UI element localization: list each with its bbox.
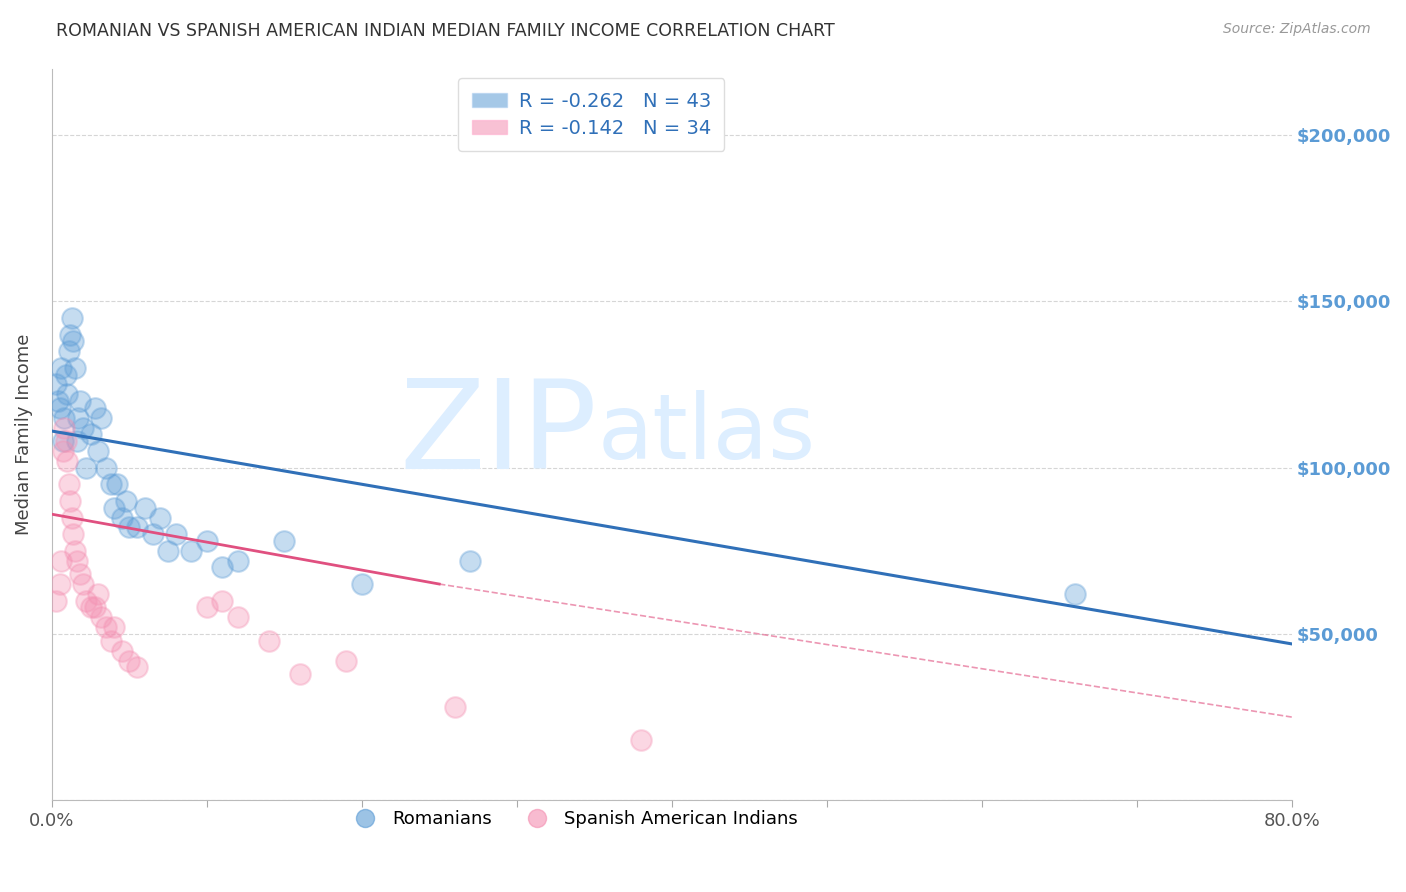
Point bbox=[45, 593, 67, 607]
Point bbox=[105, 477, 128, 491]
Point bbox=[211, 593, 233, 607]
Point bbox=[84, 401, 107, 415]
Point bbox=[72, 421, 94, 435]
Point bbox=[100, 477, 122, 491]
Point bbox=[288, 666, 311, 681]
Point bbox=[226, 554, 249, 568]
Text: atlas: atlas bbox=[598, 391, 815, 478]
Point bbox=[65, 554, 87, 568]
Point bbox=[46, 394, 69, 409]
Point bbox=[60, 310, 83, 325]
Point bbox=[62, 527, 84, 541]
Point bbox=[195, 600, 218, 615]
Point bbox=[134, 500, 156, 515]
Point bbox=[141, 527, 163, 541]
Point bbox=[58, 477, 80, 491]
Point bbox=[211, 560, 233, 574]
Point bbox=[100, 633, 122, 648]
Point bbox=[443, 700, 465, 714]
Text: ZIP: ZIP bbox=[399, 374, 598, 495]
Point bbox=[94, 620, 117, 634]
Point bbox=[53, 421, 76, 435]
Point bbox=[56, 454, 79, 468]
Point bbox=[55, 368, 77, 382]
Point bbox=[60, 510, 83, 524]
Point bbox=[69, 394, 91, 409]
Point bbox=[90, 610, 112, 624]
Point bbox=[226, 610, 249, 624]
Text: Source: ZipAtlas.com: Source: ZipAtlas.com bbox=[1223, 22, 1371, 37]
Point bbox=[59, 327, 82, 342]
Legend: Romanians, Spanish American Indians: Romanians, Spanish American Indians bbox=[340, 803, 806, 835]
Point bbox=[110, 643, 132, 657]
Point bbox=[65, 434, 87, 448]
Point bbox=[103, 500, 125, 515]
Point bbox=[84, 600, 107, 615]
Point bbox=[149, 510, 172, 524]
Point bbox=[48, 401, 70, 415]
Point bbox=[87, 444, 110, 458]
Point bbox=[53, 410, 76, 425]
Point bbox=[62, 334, 84, 349]
Point bbox=[75, 593, 97, 607]
Point bbox=[165, 527, 187, 541]
Point bbox=[350, 577, 373, 591]
Point bbox=[125, 660, 148, 674]
Point bbox=[49, 554, 72, 568]
Point bbox=[195, 533, 218, 548]
Point bbox=[87, 587, 110, 601]
Point bbox=[75, 460, 97, 475]
Point bbox=[1063, 587, 1085, 601]
Y-axis label: Median Family Income: Median Family Income bbox=[15, 334, 32, 535]
Point bbox=[273, 533, 295, 548]
Point bbox=[180, 543, 202, 558]
Point bbox=[58, 344, 80, 359]
Point bbox=[49, 360, 72, 375]
Point bbox=[56, 387, 79, 401]
Point bbox=[67, 410, 90, 425]
Point bbox=[79, 427, 101, 442]
Point bbox=[458, 554, 481, 568]
Point bbox=[52, 444, 75, 458]
Point bbox=[55, 434, 77, 448]
Point bbox=[59, 494, 82, 508]
Point bbox=[63, 360, 86, 375]
Point bbox=[118, 520, 141, 534]
Point bbox=[45, 377, 67, 392]
Point bbox=[110, 510, 132, 524]
Point bbox=[72, 577, 94, 591]
Point bbox=[257, 633, 280, 648]
Point bbox=[115, 494, 138, 508]
Point bbox=[52, 434, 75, 448]
Point bbox=[79, 600, 101, 615]
Point bbox=[156, 543, 179, 558]
Point bbox=[125, 520, 148, 534]
Point bbox=[90, 410, 112, 425]
Point bbox=[630, 733, 652, 747]
Text: ROMANIAN VS SPANISH AMERICAN INDIAN MEDIAN FAMILY INCOME CORRELATION CHART: ROMANIAN VS SPANISH AMERICAN INDIAN MEDI… bbox=[56, 22, 835, 40]
Point bbox=[94, 460, 117, 475]
Point bbox=[118, 654, 141, 668]
Point bbox=[335, 654, 357, 668]
Point bbox=[63, 543, 86, 558]
Point bbox=[69, 567, 91, 582]
Point bbox=[48, 577, 70, 591]
Point bbox=[103, 620, 125, 634]
